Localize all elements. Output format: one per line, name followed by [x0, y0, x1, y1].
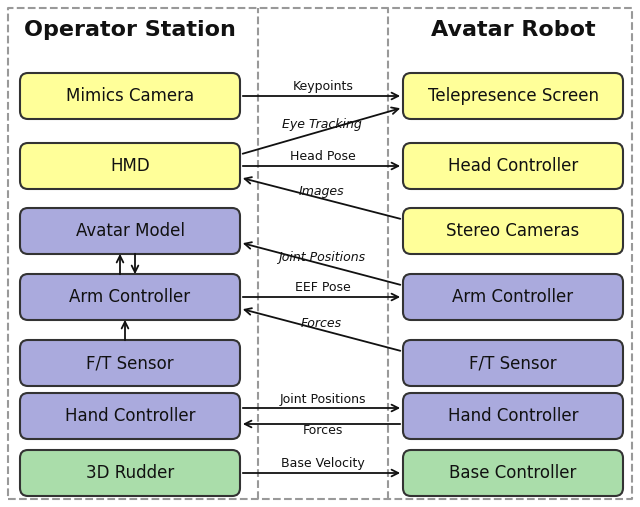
FancyBboxPatch shape — [20, 208, 240, 254]
Text: Forces: Forces — [303, 424, 343, 437]
Text: Base Controller: Base Controller — [449, 464, 577, 482]
FancyBboxPatch shape — [20, 143, 240, 189]
Text: EEF Pose: EEF Pose — [295, 281, 351, 294]
Text: Hand Controller: Hand Controller — [65, 407, 195, 425]
Text: Stereo Cameras: Stereo Cameras — [446, 222, 580, 240]
FancyBboxPatch shape — [403, 393, 623, 439]
FancyBboxPatch shape — [20, 340, 240, 386]
Text: Eye Tracking: Eye Tracking — [282, 118, 362, 131]
Text: 3D Rudder: 3D Rudder — [86, 464, 174, 482]
FancyBboxPatch shape — [403, 143, 623, 189]
Text: Joint Positions: Joint Positions — [280, 393, 366, 406]
Text: Arm Controller: Arm Controller — [69, 288, 191, 306]
FancyBboxPatch shape — [20, 393, 240, 439]
Text: Joint Positions: Joint Positions — [278, 251, 365, 264]
Text: Head Pose: Head Pose — [290, 150, 356, 163]
FancyBboxPatch shape — [403, 340, 623, 386]
Text: HMD: HMD — [110, 157, 150, 175]
Text: Keypoints: Keypoints — [292, 80, 353, 93]
FancyBboxPatch shape — [403, 73, 623, 119]
Text: Avatar Model: Avatar Model — [76, 222, 184, 240]
FancyBboxPatch shape — [403, 274, 623, 320]
Text: Hand Controller: Hand Controller — [448, 407, 579, 425]
Text: Operator Station: Operator Station — [24, 20, 236, 40]
Text: Forces: Forces — [301, 317, 342, 330]
Text: Base Velocity: Base Velocity — [281, 457, 365, 470]
Text: F/T Sensor: F/T Sensor — [86, 354, 174, 372]
Text: F/T Sensor: F/T Sensor — [469, 354, 557, 372]
Text: Avatar Robot: Avatar Robot — [431, 20, 595, 40]
Text: Telepresence Screen: Telepresence Screen — [428, 87, 598, 105]
FancyBboxPatch shape — [403, 208, 623, 254]
FancyBboxPatch shape — [20, 274, 240, 320]
FancyBboxPatch shape — [403, 450, 623, 496]
Text: Images: Images — [299, 186, 344, 199]
Text: Arm Controller: Arm Controller — [452, 288, 573, 306]
Text: Head Controller: Head Controller — [448, 157, 578, 175]
FancyBboxPatch shape — [20, 73, 240, 119]
Text: Mimics Camera: Mimics Camera — [66, 87, 194, 105]
FancyBboxPatch shape — [20, 450, 240, 496]
